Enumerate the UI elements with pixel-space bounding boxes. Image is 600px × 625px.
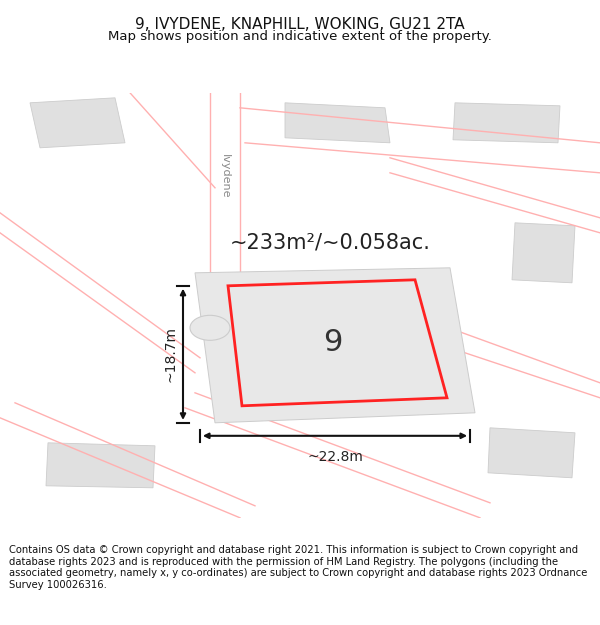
Text: Ivydene: Ivydene xyxy=(220,154,230,198)
Text: ~18.7m: ~18.7m xyxy=(164,326,178,382)
Polygon shape xyxy=(453,102,560,142)
Ellipse shape xyxy=(190,315,230,340)
Polygon shape xyxy=(46,442,155,488)
Text: Map shows position and indicative extent of the property.: Map shows position and indicative extent… xyxy=(108,30,492,43)
Text: 9, IVYDENE, KNAPHILL, WOKING, GU21 2TA: 9, IVYDENE, KNAPHILL, WOKING, GU21 2TA xyxy=(135,17,465,32)
Text: ~22.8m: ~22.8m xyxy=(307,450,363,464)
Text: ~233m²/~0.058ac.: ~233m²/~0.058ac. xyxy=(230,232,430,253)
Polygon shape xyxy=(30,98,125,148)
Text: Contains OS data © Crown copyright and database right 2021. This information is : Contains OS data © Crown copyright and d… xyxy=(9,545,587,590)
Text: 9: 9 xyxy=(323,328,343,357)
Polygon shape xyxy=(195,268,475,422)
Polygon shape xyxy=(285,102,390,142)
Polygon shape xyxy=(512,222,575,282)
Polygon shape xyxy=(488,428,575,478)
Polygon shape xyxy=(228,280,447,406)
